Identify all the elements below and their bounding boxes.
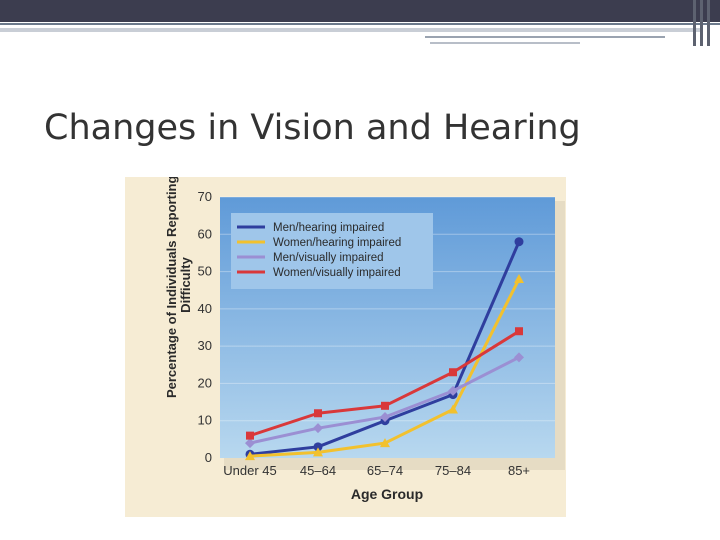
data-point <box>313 447 323 457</box>
data-point <box>514 274 524 284</box>
data-point <box>313 423 323 434</box>
x-tick-label: 85+ <box>508 463 530 478</box>
slide-accent-stripe <box>0 22 720 44</box>
y-tick-label: 20 <box>198 375 212 390</box>
slide-corner-line <box>707 0 710 46</box>
slide-title: Changes in Vision and Hearing <box>44 108 581 148</box>
x-tick-label: 75–84 <box>435 463 471 478</box>
y-tick-label: 30 <box>198 338 212 353</box>
x-tick-label: Under 45 <box>223 463 276 478</box>
chart-figure: 0 10 20 30 40 50 60 70 Under 45 45–64 65–74 75–84 8… <box>125 177 566 517</box>
data-point <box>514 237 524 247</box>
legend-label: Women/hearing impaired <box>273 237 401 249</box>
data-point <box>313 442 323 452</box>
y-tick-label: 50 <box>198 264 212 279</box>
data-point <box>380 438 390 448</box>
y-tick-label: 60 <box>198 226 212 241</box>
data-point <box>449 368 457 377</box>
x-axis-label: Age Group <box>351 486 423 502</box>
data-point <box>314 409 322 418</box>
y-axis-label-line-1: Percentage of Individuals Reporting <box>164 177 179 398</box>
slide-corner-line <box>693 0 696 46</box>
legend-label: Men/visually impaired <box>273 252 384 264</box>
slide-corner-line <box>700 0 703 46</box>
data-point <box>448 385 458 396</box>
y-tick-label: 0 <box>205 450 212 465</box>
data-point <box>514 352 524 363</box>
x-tick-label: 45–64 <box>300 463 336 478</box>
series-group <box>245 237 524 461</box>
y-axis-ticks: 0 10 20 30 40 50 60 70 <box>198 189 212 465</box>
data-point <box>246 431 254 440</box>
y-tick-label: 10 <box>198 413 212 428</box>
y-tick-label: 40 <box>198 301 212 316</box>
y-axis-label-line-2: Difficulty <box>178 256 193 312</box>
x-tick-label: 65–74 <box>367 463 403 478</box>
legend-label: Men/hearing impaired <box>273 222 384 234</box>
data-point <box>515 327 523 336</box>
y-axis-label: Percentage of Individuals Reporting Diff… <box>164 177 193 398</box>
data-point <box>245 451 255 461</box>
data-point <box>381 401 389 410</box>
data-point <box>245 438 255 449</box>
y-tick-label: 70 <box>198 189 212 204</box>
data-point <box>448 404 458 414</box>
line-chart: 0 10 20 30 40 50 60 70 Under 45 45–64 65–74 75–84 8… <box>164 177 565 502</box>
legend-label: Women/visually impaired <box>273 267 401 279</box>
x-axis-ticks: Under 45 45–64 65–74 75–84 85+ <box>223 463 530 478</box>
data-point <box>380 411 390 422</box>
legend: Men/hearing impaired Women/hearing impair… <box>231 213 433 289</box>
slide-top-bar <box>0 0 720 22</box>
